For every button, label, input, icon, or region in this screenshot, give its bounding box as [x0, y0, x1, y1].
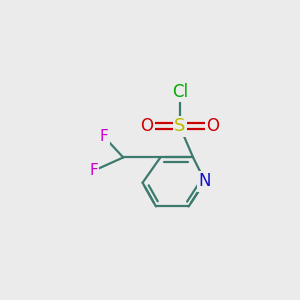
Text: S: S	[174, 117, 185, 135]
Text: N: N	[199, 172, 211, 190]
Text: F: F	[100, 129, 108, 144]
Text: F: F	[89, 163, 98, 178]
Text: O: O	[140, 117, 154, 135]
Text: Cl: Cl	[172, 83, 188, 101]
Text: O: O	[206, 117, 219, 135]
